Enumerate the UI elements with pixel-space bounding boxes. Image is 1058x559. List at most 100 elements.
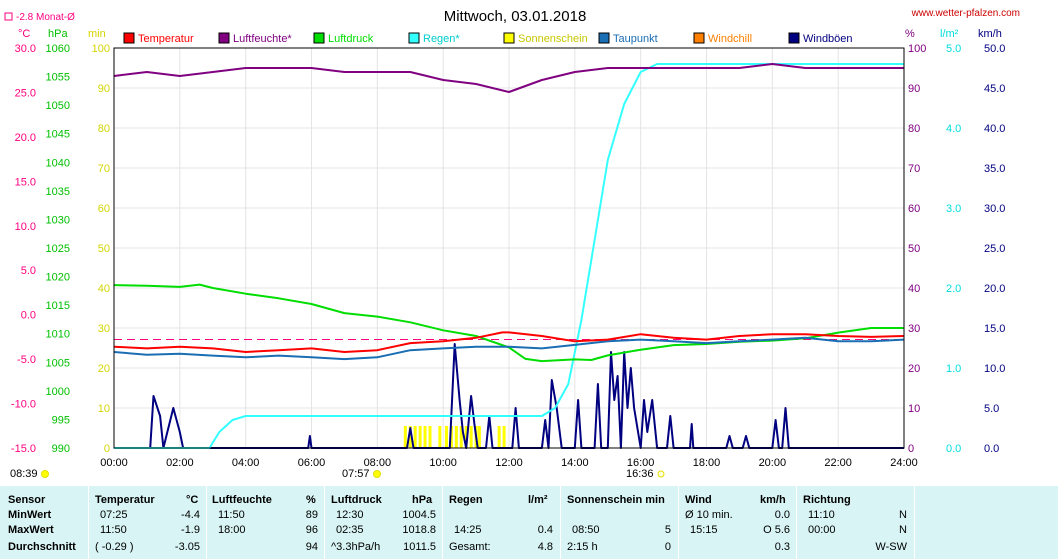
pressure-axis-tick: 1010 <box>46 329 70 341</box>
legend: Temperatur Luftfeuchte* Luftdruck Regen* Son… <box>123 32 853 45</box>
temp-avg-val: -3.05 <box>174 541 200 553</box>
sun-unit-label: min <box>88 28 106 40</box>
wind-avg10-val: 0.0 <box>774 509 790 521</box>
pressure-axis-tick: 1005 <box>46 357 70 369</box>
humidity-max-val: 96 <box>305 524 318 536</box>
axes: 00:00 02:00 04:00 06:00 08:00 10:00 12:00 14:00… <box>11 43 1006 469</box>
legend-label-regen: Regen* <box>423 33 460 45</box>
sun-axis-tick: 80 <box>98 123 110 135</box>
sonnenschein-bar <box>438 426 442 448</box>
humidity-axis-tick: 40 <box>908 283 920 295</box>
humidity-max-time: 18:00 <box>218 524 246 536</box>
pressure-axis-tick: 1015 <box>46 300 70 312</box>
legend-swatch-windboeen <box>788 32 800 44</box>
wind-axis-tick: 25.0 <box>984 243 1005 255</box>
humidity-axis-tick: 50 <box>908 243 920 255</box>
temp-axis-tick: 5.0 <box>21 265 36 277</box>
sonnenschein-bar <box>413 426 417 448</box>
regen-line <box>114 63 904 449</box>
sunset-icon <box>657 470 665 478</box>
sun-axis-tick: 60 <box>98 203 110 215</box>
temp-avg-extra: ( -0.29 ) <box>95 541 134 553</box>
direction-max-time: 00:00 <box>808 524 836 536</box>
pressure-header: Luftdruck <box>331 494 382 506</box>
legend-label-taupunkt: Taupunkt <box>613 33 658 45</box>
rain-axis-tick: 4.0 <box>946 123 961 135</box>
col-divider <box>442 486 443 559</box>
website-label: www.wetter-pfalzen.com <box>911 8 1020 19</box>
pressure-axis-tick: 1045 <box>46 129 70 141</box>
x-tick-label: 06:00 <box>298 457 326 469</box>
sun-total-time: 2:15 h <box>567 541 598 553</box>
wind-max-val: O 5.6 <box>763 524 790 536</box>
sonnenschein-bar <box>454 426 458 448</box>
humidity-header: Luftfeuchte <box>212 494 272 506</box>
rain-header: Regen <box>449 494 483 506</box>
col-divider <box>560 486 561 559</box>
sonnenschein-bar <box>469 426 473 448</box>
legend-swatch-taupunkt <box>598 32 610 44</box>
temp-axis-tick: -10.0 <box>11 399 36 411</box>
sun-axis-tick: 0 <box>104 443 110 455</box>
col-divider <box>678 486 679 559</box>
temp-axis-tick: 10.0 <box>15 221 36 233</box>
sonnenschein-bar <box>444 426 448 448</box>
humidity-axis-tick: 20 <box>908 363 920 375</box>
wind-axis-tick: 30.0 <box>984 203 1005 215</box>
temp-min-time: 07:25 <box>100 509 128 521</box>
wind-axis-tick: 20.0 <box>984 283 1005 295</box>
legend-label-luftdruck: Luftdruck <box>328 33 374 45</box>
humidity-avg-val: 94 <box>305 541 318 553</box>
rain-unit-label: l/m² <box>940 28 959 40</box>
sun-header: Sonnenschein min <box>567 494 665 506</box>
pressure-unit-label: hPa <box>48 28 68 40</box>
humidity-axis-tick: 30 <box>908 323 920 335</box>
sonnenschein-bar <box>423 426 427 448</box>
sun-max-val: 5 <box>664 524 671 536</box>
x-tick-label: 18:00 <box>693 457 721 469</box>
wind-axis-tick: 10.0 <box>984 363 1005 375</box>
rain-max-val: 0.4 <box>537 524 553 536</box>
x-tick-label: 12:00 <box>495 457 523 469</box>
row-label-max: MaxWert <box>8 524 54 536</box>
grid-lines <box>114 48 904 448</box>
x-tick-label: 02:00 <box>166 457 194 469</box>
pressure-axis-tick: 1020 <box>46 272 70 284</box>
temp-axis-tick: 20.0 <box>15 132 36 144</box>
pressure-axis-tick: 995 <box>52 414 70 426</box>
temp-axis-tick: 15.0 <box>15 176 36 188</box>
col-divider <box>88 486 89 559</box>
noon-icon <box>373 470 381 478</box>
temperatur-line <box>113 331 905 353</box>
sonnenschein-bar <box>449 426 453 448</box>
luftfeuchte-line <box>113 63 904 93</box>
wind-axis-tick: 45.0 <box>984 83 1005 95</box>
direction-avg-val: W-SW <box>875 541 907 553</box>
pressure-trend: ^3.3hPa/h <box>331 541 381 553</box>
legend-swatch-regen <box>408 32 420 44</box>
humidity-axis-tick: 100 <box>908 43 926 55</box>
x-tick-label: 00:00 <box>100 457 128 469</box>
sun-axis-tick: 50 <box>98 243 110 255</box>
wind-axis-tick: 0.0 <box>984 443 999 455</box>
x-tick-label: 04:00 <box>232 457 260 469</box>
legend-label-windchill: Windchill <box>708 33 752 45</box>
rain-total-label: Gesamt: <box>449 541 491 553</box>
legend-swatch-temperatur <box>123 32 135 44</box>
x-tick-label: 10:00 <box>429 457 457 469</box>
pressure-min-time: 12:30 <box>336 509 364 521</box>
sunrise-label: 08:39 <box>10 468 38 480</box>
sun-axis-tick: 10 <box>98 403 110 415</box>
wind-axis-tick: 50.0 <box>984 43 1005 55</box>
monthly-avg-label: -2.8 Monat-Ø <box>16 12 75 23</box>
legend-label-windboeen: Windböen <box>803 33 853 45</box>
weather-chart: 00:00 02:00 04:00 06:00 08:00 10:00 12:00 14:00… <box>4 8 1020 480</box>
plot-frame <box>113 47 905 449</box>
humidity-axis-tick: 90 <box>908 83 920 95</box>
humidity-unit: % <box>306 494 316 506</box>
rain-axis-tick: 1.0 <box>946 363 961 375</box>
wind-unit-label: km/h <box>978 28 1002 40</box>
temp-unit-label: °C <box>18 28 30 40</box>
taupunkt-line <box>113 336 905 361</box>
sonnenschein-bar <box>428 426 432 448</box>
